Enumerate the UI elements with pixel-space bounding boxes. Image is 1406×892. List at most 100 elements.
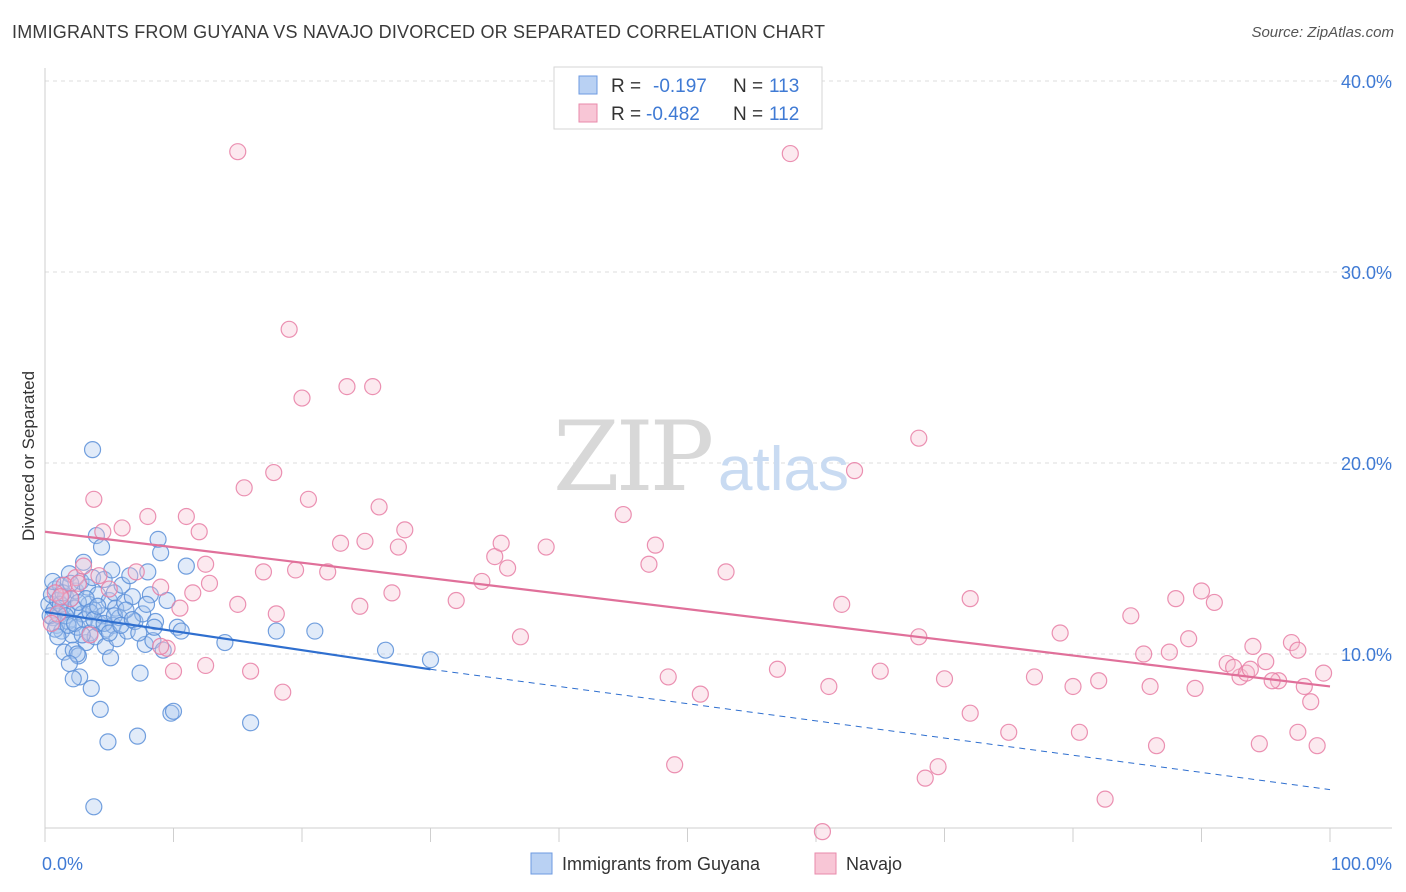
grid-lines: [45, 80, 1392, 655]
navajo-point-53: [1135, 645, 1153, 663]
bottom-legend-label-navajo: Navajo: [846, 854, 902, 874]
navajo-point-95: [51, 588, 70, 606]
navajo-point-35: [319, 563, 337, 581]
navajo-point-80: [511, 628, 530, 646]
navajo-point-96: [961, 704, 979, 722]
navajo-point-30: [127, 563, 145, 581]
navajo-point-21: [396, 521, 414, 539]
trend-line-guyana-extension: [430, 668, 1331, 791]
legend-r-value-2: -0.482: [646, 104, 700, 125]
guyana-point-73: [164, 702, 183, 720]
legend-n-value-2: 112: [769, 104, 799, 125]
guyana-point-108: [117, 601, 135, 619]
guyana-point-72: [162, 704, 180, 722]
trend-line-guyana: [44, 610, 431, 671]
guyana-point-32: [82, 679, 100, 697]
navajo-point-18: [331, 534, 350, 552]
y-tick-labels: 10.0% 20.0% 30.0% 40.0%: [1341, 72, 1392, 665]
guyana-point-68: [149, 530, 167, 549]
navajo-point-110: [1295, 677, 1313, 696]
navajo-point-54: [1167, 590, 1185, 608]
guyana-point-23: [71, 668, 89, 686]
navajo-point-29: [90, 567, 108, 585]
navajo-point-72: [1064, 677, 1082, 696]
navajo-point-69: [1160, 643, 1178, 661]
navajo-point-0: [229, 143, 247, 161]
guyana-point-40: [92, 538, 111, 556]
y-tick-label-1: 20.0%: [1341, 454, 1392, 474]
navajo-point-85: [152, 637, 170, 655]
navajo-point-106: [1096, 790, 1114, 808]
navajo-point-57: [1205, 593, 1223, 612]
navajo-point-111: [1186, 679, 1204, 697]
y-axis-title: Divorced or Separated: [19, 371, 38, 541]
bottom-legend-swatch-navajo: [814, 852, 837, 875]
axes: [44, 68, 1392, 842]
navajo-point-87: [81, 626, 99, 644]
legend-n-label-1: N =: [733, 76, 763, 97]
navajo-point-77: [768, 660, 787, 678]
navajo-point-3: [293, 389, 311, 407]
navajo-point-90: [62, 590, 80, 608]
legend-n-value-1: 113: [769, 76, 799, 97]
navajo-point-60: [1244, 637, 1262, 655]
guyana-point-83: [83, 441, 102, 459]
navajo-point-55: [1180, 630, 1198, 648]
navajo-point-64: [1289, 641, 1307, 659]
bottom-legend: Immigrants from Guyana Navajo: [530, 852, 902, 875]
navajo-point-2: [280, 320, 298, 338]
navajo-point-17: [190, 523, 208, 541]
navajo-point-37: [473, 572, 491, 591]
navajo-point-100: [1250, 735, 1268, 753]
guyana-point-80: [306, 622, 324, 640]
navajo-point-86: [164, 662, 183, 680]
guyana-point-79: [267, 622, 285, 640]
guyana-point-60: [128, 727, 147, 745]
x-tick-label-1: 100.0%: [1331, 854, 1392, 874]
navajo-point-84: [274, 683, 292, 701]
y-tick-label-0: 10.0%: [1341, 645, 1392, 665]
navajo-point-65: [1302, 693, 1320, 711]
navajo-point-94: [42, 614, 61, 633]
guyana-point-98: [69, 593, 88, 612]
navajo-point-50: [961, 590, 979, 608]
guyana-point-61: [131, 664, 149, 682]
navajo-point-26: [640, 555, 658, 573]
guyana-point-95: [59, 616, 77, 634]
navajo-point-36: [447, 591, 465, 610]
navajo-point-44: [229, 595, 247, 613]
navajo-point-97: [1000, 723, 1018, 741]
navajo-point-108: [1241, 660, 1259, 678]
navajo-point-31: [197, 555, 215, 573]
guyana-point-26: [74, 553, 93, 571]
navajo-point-43: [184, 584, 202, 602]
navajo-point-20: [389, 538, 407, 556]
navajo-point-92: [74, 557, 93, 575]
navajo-point-8: [845, 462, 864, 480]
bottom-legend-label-guyana: Immigrants from Guyana: [562, 854, 761, 874]
navajo-point-51: [1051, 624, 1069, 642]
navajo-point-83: [242, 662, 260, 680]
legend-r-value-1: -0.197: [653, 76, 707, 97]
guyana-point-76: [177, 557, 195, 575]
navajo-point-99: [1147, 737, 1166, 755]
navajo-point-71: [1090, 672, 1108, 690]
watermark: ZIP atlas: [553, 401, 849, 513]
series-guyana-points: [40, 441, 440, 816]
navajo-point-105: [666, 756, 684, 774]
navajo-point-107: [813, 823, 832, 841]
navajo-point-101: [1289, 723, 1307, 741]
navajo-point-52: [1122, 607, 1140, 625]
guyana-point-103: [89, 597, 107, 615]
navajo-point-48: [833, 595, 851, 613]
navajo-point-79: [659, 668, 677, 686]
navajo-point-15: [139, 507, 157, 526]
navajo-point-27: [646, 536, 664, 554]
guyana-point-39: [91, 700, 109, 718]
navajo-point-61: [1257, 653, 1275, 671]
navajo-point-19: [356, 532, 374, 550]
series-navajo-points: [42, 143, 1333, 841]
guyana-point-82: [421, 651, 440, 669]
guyana-point-67: [146, 612, 165, 631]
